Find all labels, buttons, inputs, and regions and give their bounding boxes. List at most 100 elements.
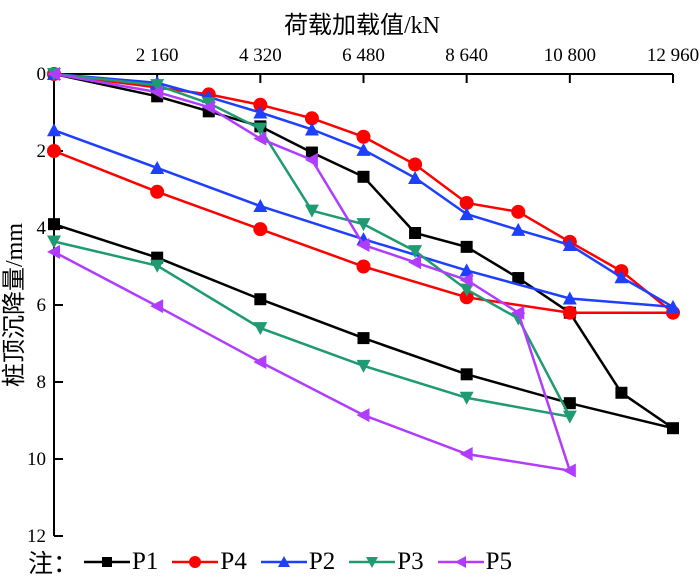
y-tick-label: 12 <box>27 526 46 547</box>
data-point <box>47 67 60 81</box>
data-point <box>562 291 577 305</box>
data-point <box>304 204 319 218</box>
axes: 2 160 4 320 6 480 8 640 10 800 12 960 0 2 4 6 8 10 1… <box>27 45 699 547</box>
data-point <box>304 122 319 136</box>
legend-swatch <box>84 557 131 567</box>
data-point <box>562 410 577 424</box>
data-point <box>253 222 268 237</box>
y-tick-label: 0 <box>37 64 47 85</box>
data-point <box>356 237 370 252</box>
data-point <box>408 170 423 184</box>
data-point <box>356 142 371 156</box>
y-tick-label: 2 <box>37 141 47 162</box>
legend: 注： P1 P4 P2 P3 P5 <box>28 544 526 580</box>
data-point <box>356 359 371 373</box>
legend-swatch <box>172 556 219 568</box>
x-tick-label: 10 800 <box>544 45 596 66</box>
data-point <box>356 259 371 274</box>
y-tick-label: 4 <box>37 218 47 239</box>
series-layer <box>47 67 680 478</box>
data-point <box>459 290 474 305</box>
legend-label: P5 <box>485 548 513 575</box>
legend-label: P2 <box>308 548 336 575</box>
data-point <box>150 79 165 93</box>
data-point <box>356 218 371 232</box>
legend-item-p2: P2 <box>260 548 336 576</box>
data-point <box>253 97 268 112</box>
y-tick-label: 8 <box>37 372 47 393</box>
data-point <box>459 207 474 221</box>
x-tick-label: 4 320 <box>239 45 282 66</box>
legend-swatch <box>437 556 484 568</box>
data-point <box>356 129 371 144</box>
x-axis-title: 荷载加载值/kN <box>284 12 440 39</box>
data-point <box>47 244 60 259</box>
data-point <box>47 123 61 137</box>
legend-item-p1: P1 <box>84 548 158 576</box>
data-point <box>562 463 576 478</box>
data-point <box>460 240 473 253</box>
x-tick-label: 2 160 <box>136 45 179 66</box>
series-line-p2 <box>53 72 674 309</box>
legend-marker <box>189 556 202 568</box>
legend-item-p4: P4 <box>172 548 247 576</box>
data-point <box>356 408 370 423</box>
legend-swatch <box>260 556 307 567</box>
data-point <box>201 100 215 115</box>
series-p3 <box>47 68 577 424</box>
data-point <box>253 105 268 119</box>
data-point <box>563 397 576 410</box>
legend-marker <box>454 556 466 568</box>
data-point <box>150 160 165 174</box>
data-point <box>150 85 164 100</box>
data-point <box>150 259 165 273</box>
y-tick-label: 6 <box>37 295 47 316</box>
data-point <box>253 122 268 136</box>
data-point <box>47 144 61 158</box>
data-point <box>357 332 370 345</box>
legend-marker <box>366 557 379 568</box>
legend-item-p5: P5 <box>437 548 513 576</box>
data-point <box>511 222 526 236</box>
legend-swatch <box>349 557 396 568</box>
x-tick-label: 12 960 <box>647 45 699 66</box>
series-line-p4 <box>53 72 677 314</box>
legend-label: P1 <box>132 548 159 575</box>
data-point <box>409 227 422 240</box>
data-point <box>304 152 318 167</box>
x-tick-label: 8 640 <box>445 45 488 66</box>
legend-label: P4 <box>220 548 247 575</box>
data-point <box>562 305 577 320</box>
data-point <box>511 305 525 320</box>
data-point <box>304 111 319 126</box>
data-point <box>667 422 679 435</box>
data-point <box>459 446 473 461</box>
legend-item-p3: P3 <box>349 548 424 576</box>
data-point <box>512 272 525 285</box>
y-axis-title: 桩顶沉降量/mm <box>1 223 28 387</box>
data-point <box>614 270 629 284</box>
data-point <box>254 293 267 306</box>
data-point <box>459 263 474 277</box>
data-point <box>408 157 423 172</box>
data-point <box>459 391 474 405</box>
data-point <box>357 170 370 183</box>
data-point <box>48 218 60 231</box>
data-point <box>408 255 422 270</box>
series-p5 <box>47 67 576 478</box>
data-point <box>459 195 474 210</box>
data-point <box>562 237 577 251</box>
legend-label: P3 <box>397 548 424 575</box>
y-tick-label: 10 <box>27 449 46 470</box>
legend-note: 注： <box>28 551 79 578</box>
legend-marker <box>277 556 290 567</box>
data-point <box>253 131 267 146</box>
data-point <box>460 368 473 381</box>
x-tick-label: 6 480 <box>342 45 385 66</box>
data-point <box>459 283 474 297</box>
series-p2 <box>47 67 680 313</box>
series-p4 <box>47 67 680 320</box>
data-point <box>666 299 680 313</box>
data-point <box>253 199 268 213</box>
